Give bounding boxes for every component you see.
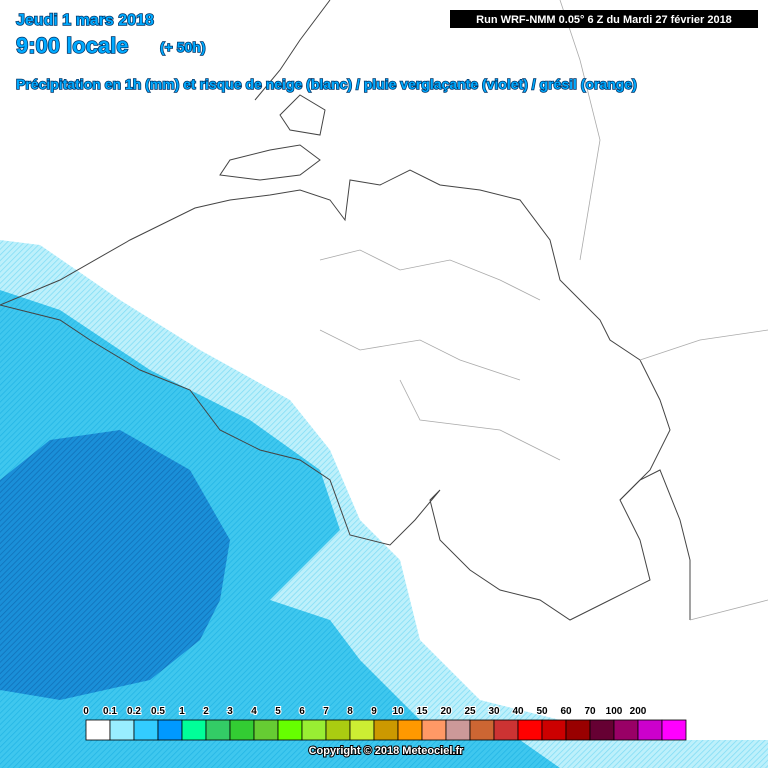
legend-swatch	[541, 719, 567, 741]
legend-label: 1	[179, 706, 185, 717]
date: Jeudi 1 mars 2018	[16, 12, 154, 29]
legend-label: 0.1	[103, 706, 117, 717]
legend-label: 0.2	[127, 706, 141, 717]
legend-label: 200	[630, 706, 647, 717]
legend-label: 20	[440, 706, 452, 717]
legend-label: 10	[392, 706, 404, 717]
legend-swatch	[157, 719, 183, 741]
legend-label: 6	[299, 706, 305, 717]
legend-swatch	[397, 719, 423, 741]
legend-label: 0	[83, 706, 89, 717]
time: 9:00 locale	[16, 33, 129, 58]
lead-time: (+ 50h)	[160, 39, 206, 55]
legend-label: 9	[371, 706, 377, 717]
legend-swatch	[205, 719, 231, 741]
legend-swatch	[301, 719, 327, 741]
legend-swatch	[349, 719, 375, 741]
legend-label: 40	[512, 706, 524, 717]
legend-label: 8	[347, 706, 353, 717]
legend-label: 3	[227, 706, 233, 717]
legend-swatch	[229, 719, 255, 741]
precip-heavy	[0, 430, 230, 700]
borders	[0, 0, 768, 621]
legend-label: 25	[464, 706, 476, 717]
legend: 0 0.1 0.2 0.5 1 2 3 4 5 6 7 8 9 10 15 20 25 30 40 50 60 70 100…	[82, 705, 687, 741]
legend-label: 7	[323, 706, 329, 717]
run-info: Run WRF-NMM 0.05° 6 Z du Mardi 27 févrie…	[476, 14, 732, 26]
legend-label: 70	[584, 706, 596, 717]
legend-swatch	[277, 719, 303, 741]
legend-label: 30	[488, 706, 500, 717]
legend-swatch	[661, 719, 687, 741]
legend-label: 4	[251, 706, 257, 717]
legend-swatch	[133, 719, 159, 741]
legend-swatch	[181, 719, 207, 741]
legend-swatch	[517, 719, 543, 741]
legend-label: 60	[560, 706, 572, 717]
legend-swatch	[109, 719, 135, 741]
legend-label: 0.5	[151, 706, 165, 717]
legend-swatch	[445, 719, 471, 741]
legend-swatch	[493, 719, 519, 741]
legend-swatch	[469, 719, 495, 741]
legend-label: 100	[606, 706, 623, 717]
legend-label: 50	[536, 706, 548, 717]
legend-label: 2	[203, 706, 209, 717]
legend-swatch	[421, 719, 447, 741]
legend-swatch	[565, 719, 591, 741]
legend-swatch	[325, 719, 351, 741]
legend-swatch	[637, 719, 663, 741]
legend-swatch	[253, 719, 279, 741]
copyright: Copyright © 2018 Meteociel.fr	[309, 745, 465, 757]
run-box	[450, 10, 758, 28]
legend-swatch	[613, 719, 639, 741]
legend-label: 5	[275, 706, 281, 717]
legend-swatch	[85, 719, 111, 741]
subtitle: Précipitation en 1h (mm) et risque de ne…	[16, 76, 637, 92]
legend-swatch	[373, 719, 399, 741]
legend-label: 15	[416, 706, 428, 717]
legend-swatch	[589, 719, 615, 741]
